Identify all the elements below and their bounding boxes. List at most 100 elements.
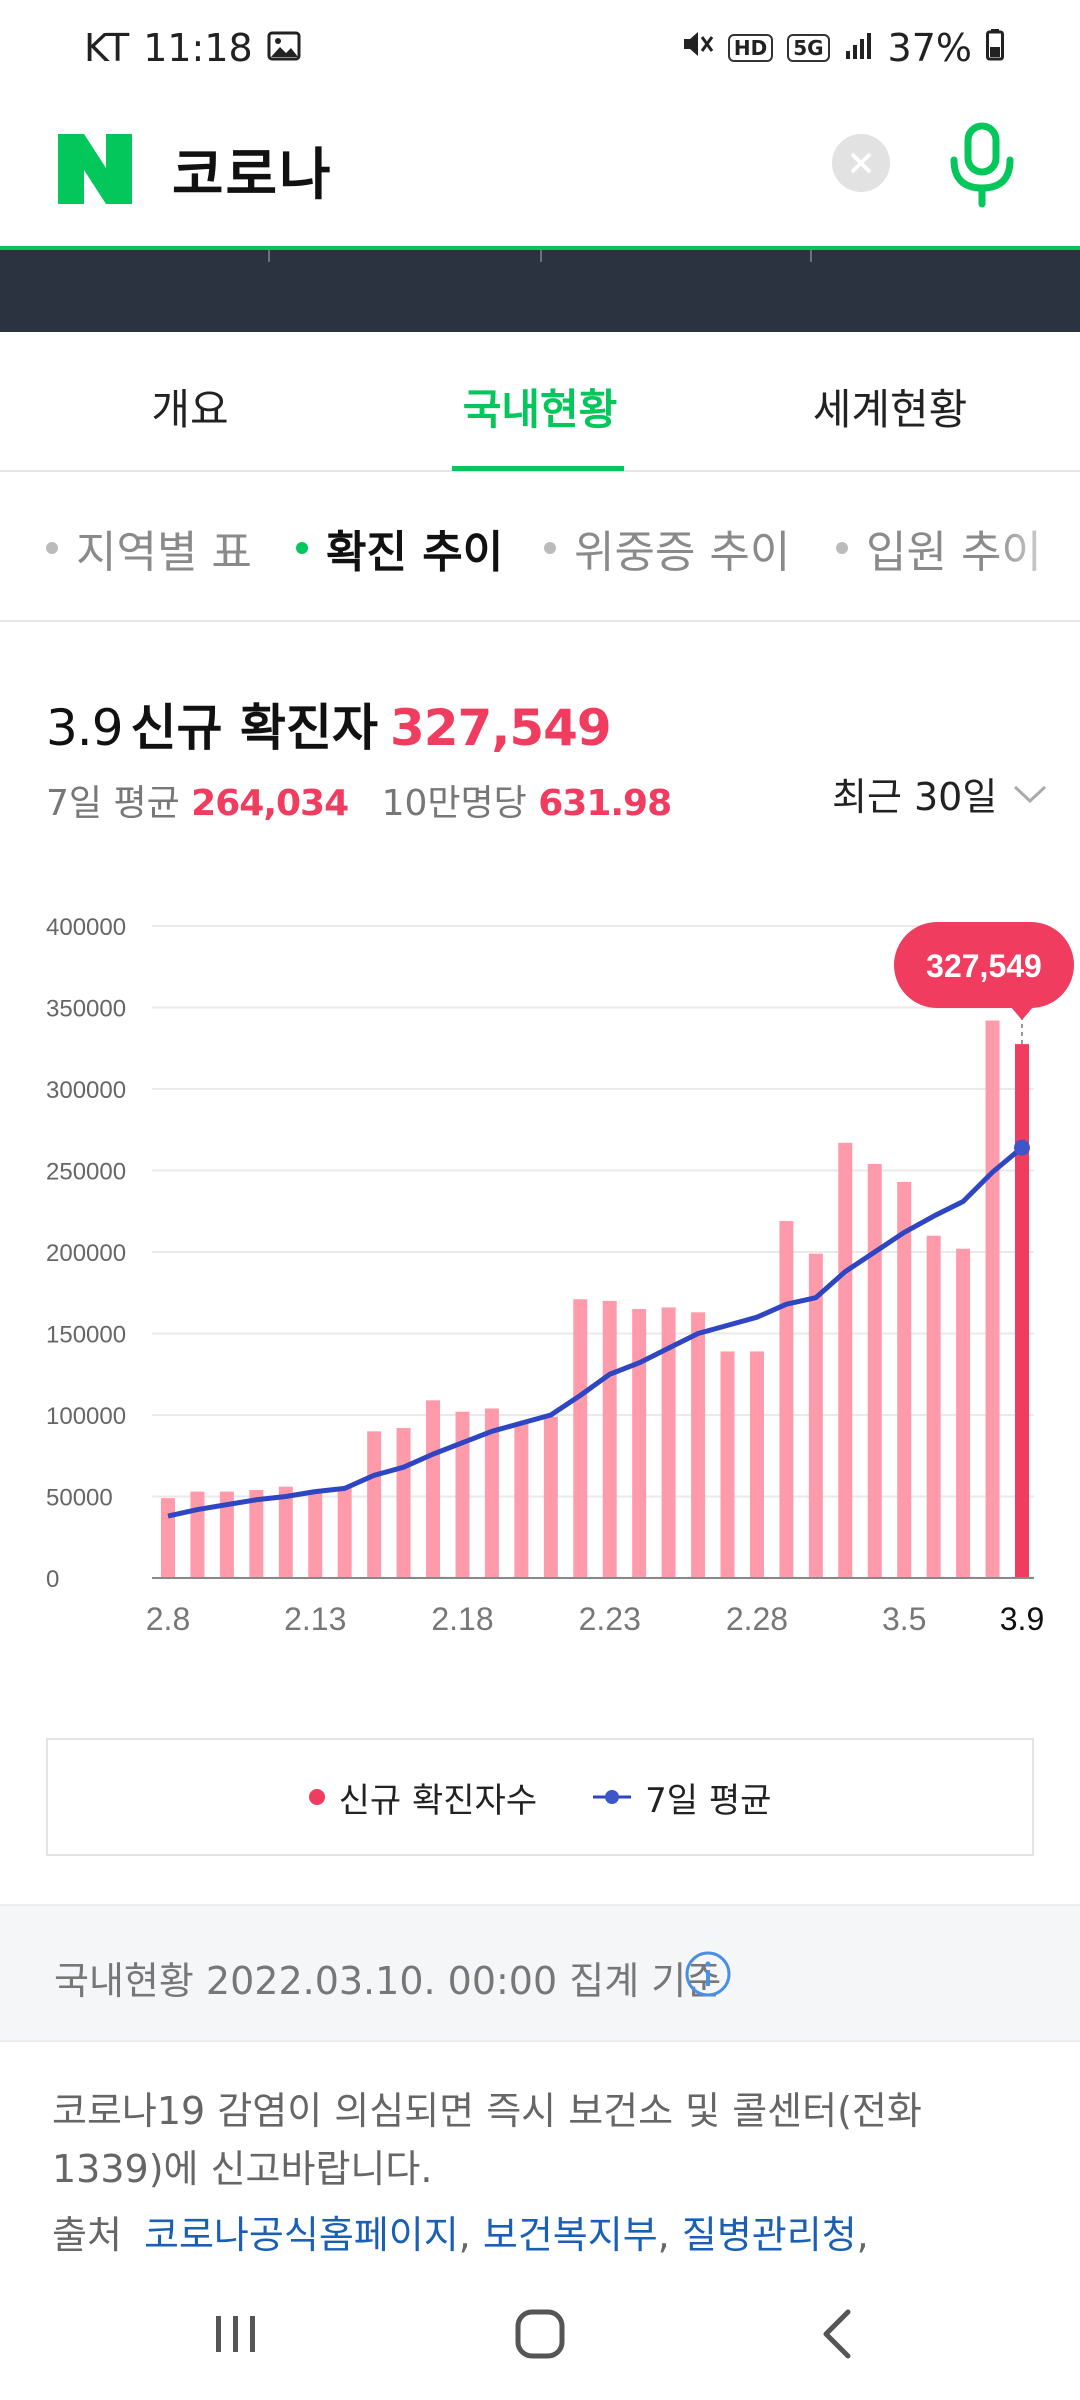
subtab-confirmed-trend[interactable]: 확진 추이 <box>296 516 503 580</box>
subtab-label: 지역별 표 <box>76 527 252 578</box>
legend-item-7day-avg: 7일 평균 <box>593 1773 771 1822</box>
bar <box>161 1498 175 1578</box>
bar <box>602 1300 617 1578</box>
system-nav-bar <box>0 2268 1080 2400</box>
bar <box>249 1489 264 1578</box>
bullet-icon <box>544 542 556 554</box>
summary-title: 3.9 신규 확진자 327,549 <box>46 688 612 760</box>
notice-text: 코로나19 감염이 의심되면 즉시 보건소 및 콜센터(전화 1339)에 신고… <box>52 2089 922 2191</box>
search-query[interactable]: 코로나 <box>172 143 333 208</box>
mute-icon <box>680 26 714 70</box>
legend-line-icon <box>593 1790 632 1804</box>
source-link-kdca[interactable]: 질병관리청 <box>681 2213 857 2257</box>
home-icon[interactable] <box>500 2298 580 2370</box>
tooltip-bubble <box>894 922 1074 1008</box>
bar <box>691 1312 706 1578</box>
strip-divider <box>540 250 542 262</box>
bar <box>867 1163 882 1578</box>
x-tick-label: 3.9 <box>1000 1601 1044 1637</box>
image-icon <box>267 26 301 70</box>
network-badge: 5G <box>787 34 830 62</box>
search-header: 코로나 <box>0 100 1080 250</box>
dark-banner-strip <box>0 250 1080 332</box>
bullet-icon <box>296 542 308 554</box>
tooltip-pointer <box>1010 1006 1034 1020</box>
subtab-regional-table[interactable]: 지역별 표 <box>46 516 252 580</box>
x-tick-label: 2.18 <box>431 1601 493 1637</box>
bar <box>897 1181 912 1578</box>
legend-item-new-cases: 신규 확진자수 <box>308 1773 537 1822</box>
bar <box>573 1299 588 1578</box>
naver-logo-icon[interactable] <box>58 134 132 204</box>
chart-legend: 신규 확진자수 7일 평균 <box>46 1738 1034 1856</box>
bar <box>426 1400 441 1578</box>
sub-tabs: 지역별 표 확진 추이 위중증 추이 입원 추이 <box>0 472 1080 622</box>
per-value: 631.98 <box>538 783 672 824</box>
scroll-fade <box>990 472 1080 620</box>
avg-label: 7일 평균 <box>46 783 180 824</box>
bar <box>278 1486 293 1578</box>
subtab-label: 위중증 추이 <box>574 527 791 578</box>
y-tick-label: 400000 <box>46 914 126 941</box>
source-link-mohw[interactable]: 보건복지부 <box>482 2213 658 2257</box>
microphone-icon[interactable] <box>946 122 1018 208</box>
bar <box>337 1486 352 1578</box>
period-label: 최근 30일 <box>832 775 998 819</box>
y-tick-label: 300000 <box>46 1077 126 1104</box>
bar <box>661 1307 676 1578</box>
period-dropdown[interactable]: 최근 30일 <box>832 766 1047 821</box>
close-icon <box>850 152 872 174</box>
subtab-critical-trend[interactable]: 위중증 추이 <box>544 516 790 580</box>
bar <box>308 1489 323 1578</box>
y-tick-label: 50000 <box>46 1485 113 1512</box>
status-bar: KT 11:18 HD 5G 37% <box>0 0 1080 100</box>
bar-highlighted <box>1015 1044 1029 1578</box>
y-tick-label: 200000 <box>46 1240 126 1267</box>
bar <box>985 1020 1000 1578</box>
y-tick-label: 100000 <box>46 1403 126 1430</box>
chevron-down-icon <box>1014 785 1047 803</box>
tab-overview[interactable]: 개요 <box>151 385 229 434</box>
x-tick-label: 3.5 <box>882 1601 926 1637</box>
bar <box>484 1408 499 1578</box>
info-icon[interactable] <box>684 1950 732 1998</box>
strip-divider <box>810 250 812 262</box>
summary-subline: 7일 평균 264,034 10만명당 631.98 <box>46 774 672 826</box>
y-tick-label: 150000 <box>46 1322 126 1349</box>
basis-text: 국내현황 2022.03.10. 00:00 집계 기준 <box>54 1959 722 2003</box>
summary-label: 신규 확진자 <box>130 699 378 757</box>
y-tick-label: 0 <box>46 1566 59 1593</box>
y-tick-label: 350000 <box>46 996 126 1023</box>
source-link-covid-site[interactable]: 코로나공식홈페이지 <box>144 2213 459 2257</box>
bar <box>720 1351 735 1578</box>
x-tick-label: 2.13 <box>284 1601 346 1637</box>
bar <box>808 1253 823 1578</box>
bar <box>367 1431 382 1578</box>
bar <box>779 1221 794 1578</box>
avg-line <box>167 1145 1024 1519</box>
clear-search-button[interactable] <box>832 134 890 192</box>
recent-apps-icon[interactable] <box>196 2298 276 2370</box>
main-tabs: 개요 국내현황 세계현황 <box>0 332 1080 472</box>
bar <box>632 1309 647 1578</box>
bar <box>838 1142 853 1578</box>
y-tick-label: 250000 <box>46 1159 126 1186</box>
summary-date: 3.9 <box>46 699 124 757</box>
basis-info-bar: 국내현황 2022.03.10. 00:00 집계 기준 <box>0 1904 1080 2042</box>
battery-icon <box>986 26 1004 70</box>
tab-domestic[interactable]: 국내현황 <box>462 385 618 434</box>
avg-value: 264,034 <box>191 783 349 824</box>
bullet-icon <box>836 542 848 554</box>
subtab-label: 확진 추이 <box>326 527 504 578</box>
bar <box>543 1416 558 1578</box>
tab-world[interactable]: 세계현황 <box>812 385 968 434</box>
status-left: KT 11:18 <box>84 26 301 70</box>
back-icon[interactable] <box>800 2298 880 2370</box>
sources-line: 출처 코로나공식홈페이지, 보건복지부, 질병관리청, <box>52 2213 869 2257</box>
x-tick-label: 2.23 <box>579 1601 641 1637</box>
bar <box>749 1351 764 1578</box>
status-right: HD 5G 37% <box>680 26 1004 70</box>
clock: 11:18 <box>143 26 253 70</box>
x-tick-label: 2.28 <box>726 1601 788 1637</box>
bar <box>396 1428 411 1578</box>
